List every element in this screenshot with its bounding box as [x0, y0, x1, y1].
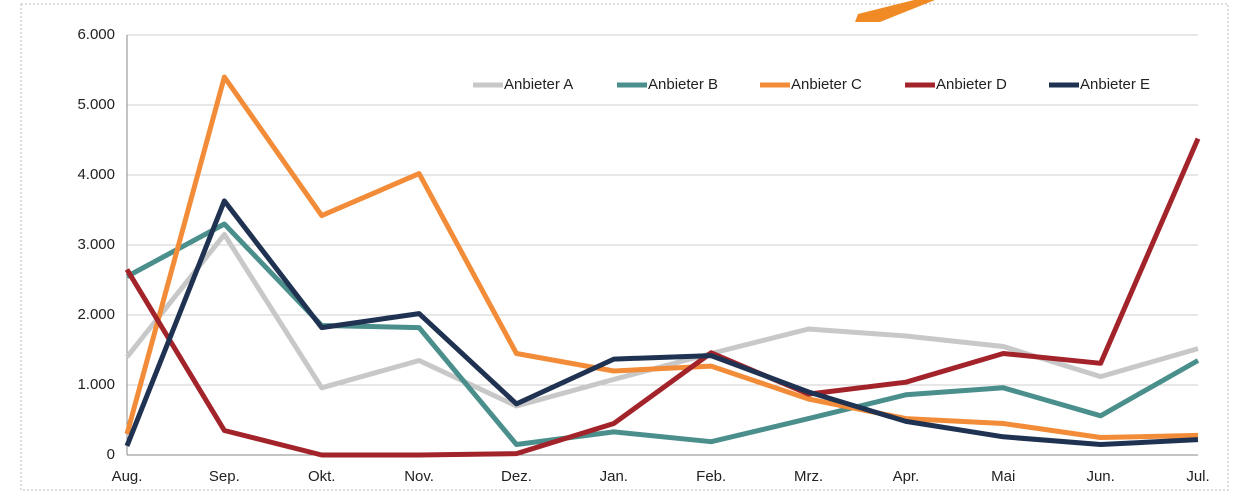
series-line — [124, 74, 1199, 440]
x-tick-label: Sep. — [209, 468, 240, 485]
frame — [20, 3, 1229, 491]
x-tick-label: Dez. — [501, 468, 532, 485]
y-tick-label: 6.000 — [77, 26, 115, 43]
x-tick-label: Feb. — [696, 468, 726, 485]
legend-label: Anbieter E — [1080, 76, 1150, 93]
x-tick-label: Okt. — [308, 468, 336, 485]
legend-label: Anbieter A — [504, 76, 573, 93]
x-tick-label: Nov. — [404, 468, 434, 485]
x-tick-label: Mai — [991, 468, 1015, 485]
series-line — [125, 232, 1199, 409]
series-line — [124, 198, 1199, 447]
legend-label: Anbieter B — [648, 76, 718, 93]
y-tick-label: 5.000 — [77, 96, 115, 113]
series-line — [124, 137, 1201, 458]
decoration — [855, 0, 935, 22]
x-tick-label: Jul. — [1186, 468, 1209, 485]
x-tick-label: Aug. — [112, 468, 143, 485]
y-tick-label: 3.000 — [77, 236, 115, 253]
x-tick-label: Apr. — [893, 468, 920, 485]
y-tick-label: 2.000 — [77, 306, 115, 323]
y-tick-label: 1.000 — [77, 376, 115, 393]
x-tick-label: Mrz. — [794, 468, 823, 485]
y-tick-label: 0 — [107, 446, 115, 463]
y-tick-label: 4.000 — [77, 166, 115, 183]
legend-label: Anbieter C — [791, 76, 862, 93]
legend-label: Anbieter D — [936, 76, 1007, 93]
x-tick-label: Jun. — [1086, 468, 1114, 485]
x-tick-label: Jan. — [600, 468, 628, 485]
